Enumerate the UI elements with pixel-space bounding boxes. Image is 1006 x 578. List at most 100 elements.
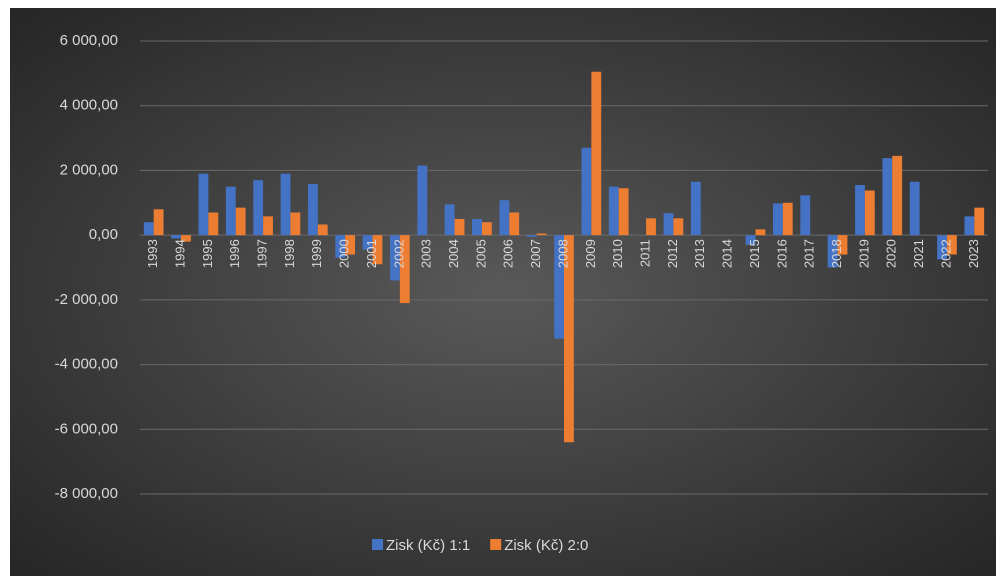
bar <box>372 235 383 265</box>
x-tick-label: 2020 <box>884 239 899 268</box>
chart-background <box>10 8 996 576</box>
bar <box>225 186 236 236</box>
bar <box>417 165 428 236</box>
bar <box>317 224 328 236</box>
x-tick-label: 2001 <box>364 239 379 268</box>
x-tick-label: 2018 <box>829 239 844 268</box>
x-tick-label: 2004 <box>446 239 461 268</box>
x-tick-label: 2008 <box>555 239 570 268</box>
x-tick-label: 2022 <box>938 239 953 268</box>
bar <box>782 202 793 236</box>
legend-swatch <box>490 539 502 550</box>
bar <box>509 212 520 236</box>
y-tick-label: 2 000,00 <box>60 161 118 178</box>
bar <box>745 235 756 245</box>
bar <box>280 173 291 236</box>
bar <box>892 155 903 236</box>
x-tick-label: 2019 <box>856 239 871 268</box>
x-tick-label: 2013 <box>692 239 707 268</box>
bar <box>335 235 346 258</box>
x-tick-label: 2014 <box>720 239 735 268</box>
y-tick-label: -4 000,00 <box>55 356 118 373</box>
bar <box>499 200 510 236</box>
bar <box>591 71 602 236</box>
bar <box>208 212 219 236</box>
bar <box>362 235 373 250</box>
bar <box>390 235 400 281</box>
bar <box>673 218 684 236</box>
x-tick-label: 1993 <box>145 239 160 268</box>
x-tick-label: 2005 <box>473 239 488 268</box>
bar <box>772 203 783 236</box>
bar <box>444 204 455 236</box>
bar <box>964 216 975 236</box>
legend-label: Zisk (Kč) 2:0 <box>504 537 588 554</box>
bar <box>290 212 301 236</box>
bar <box>536 233 547 236</box>
x-tick-label: 2017 <box>802 239 817 268</box>
bar <box>827 235 838 268</box>
y-tick-label: -8 000,00 <box>55 485 118 502</box>
y-tick-label: 6 000,00 <box>60 32 118 49</box>
bar <box>608 186 619 236</box>
bar <box>581 147 592 236</box>
bar <box>909 181 920 236</box>
x-tick-label: 1998 <box>282 239 297 268</box>
x-tick-label: 1996 <box>227 239 242 268</box>
bar <box>554 235 564 339</box>
bar <box>864 190 875 236</box>
x-tick-label: 2010 <box>610 239 625 268</box>
bar <box>564 235 574 443</box>
x-tick-label: 2002 <box>391 239 406 268</box>
legend-label: Zisk (Kč) 1:1 <box>386 537 470 554</box>
bar <box>800 195 811 236</box>
x-tick-label: 2003 <box>419 239 434 268</box>
bar <box>345 235 356 255</box>
bar <box>481 222 492 236</box>
bar <box>153 209 164 236</box>
bar <box>143 222 154 236</box>
bar <box>755 229 766 236</box>
bar <box>646 218 656 236</box>
bar <box>618 188 629 236</box>
bar <box>454 218 465 236</box>
x-tick-label: 2016 <box>774 239 789 268</box>
bar <box>235 207 246 236</box>
bar <box>472 218 482 236</box>
x-tick-label: 2009 <box>583 239 598 268</box>
bar <box>663 213 674 236</box>
bar <box>690 181 701 236</box>
x-tick-label: 2011 <box>638 239 653 267</box>
bar <box>882 158 893 236</box>
bar <box>974 207 985 236</box>
bar <box>855 184 865 236</box>
x-tick-label: 1999 <box>309 239 324 268</box>
bar <box>946 235 957 255</box>
bar <box>198 173 209 236</box>
bar <box>399 235 410 304</box>
x-tick-label: 1995 <box>200 239 215 268</box>
x-tick-label: 2000 <box>337 239 352 268</box>
bar <box>263 216 273 236</box>
x-tick-label: 2021 <box>911 239 926 268</box>
bar <box>171 235 182 239</box>
x-tick-label: 2023 <box>966 239 981 268</box>
x-tick-label: 2012 <box>665 239 680 268</box>
legend-swatch <box>372 539 383 550</box>
x-tick-label: 1997 <box>255 239 270 268</box>
x-tick-label: 2007 <box>528 239 543 268</box>
bar <box>526 235 537 237</box>
x-tick-label: 2006 <box>501 239 516 268</box>
bar <box>253 180 264 236</box>
y-tick-label: 4 000,00 <box>60 97 118 114</box>
bar <box>181 235 191 242</box>
bar <box>307 184 318 236</box>
bar <box>837 235 848 255</box>
x-tick-label: 1994 <box>172 239 187 268</box>
y-tick-label: -2 000,00 <box>55 291 118 308</box>
x-tick-label: 2015 <box>747 239 762 268</box>
y-tick-label: -6 000,00 <box>55 420 118 437</box>
y-tick-label: 0,00 <box>89 226 118 243</box>
bar <box>937 235 947 260</box>
